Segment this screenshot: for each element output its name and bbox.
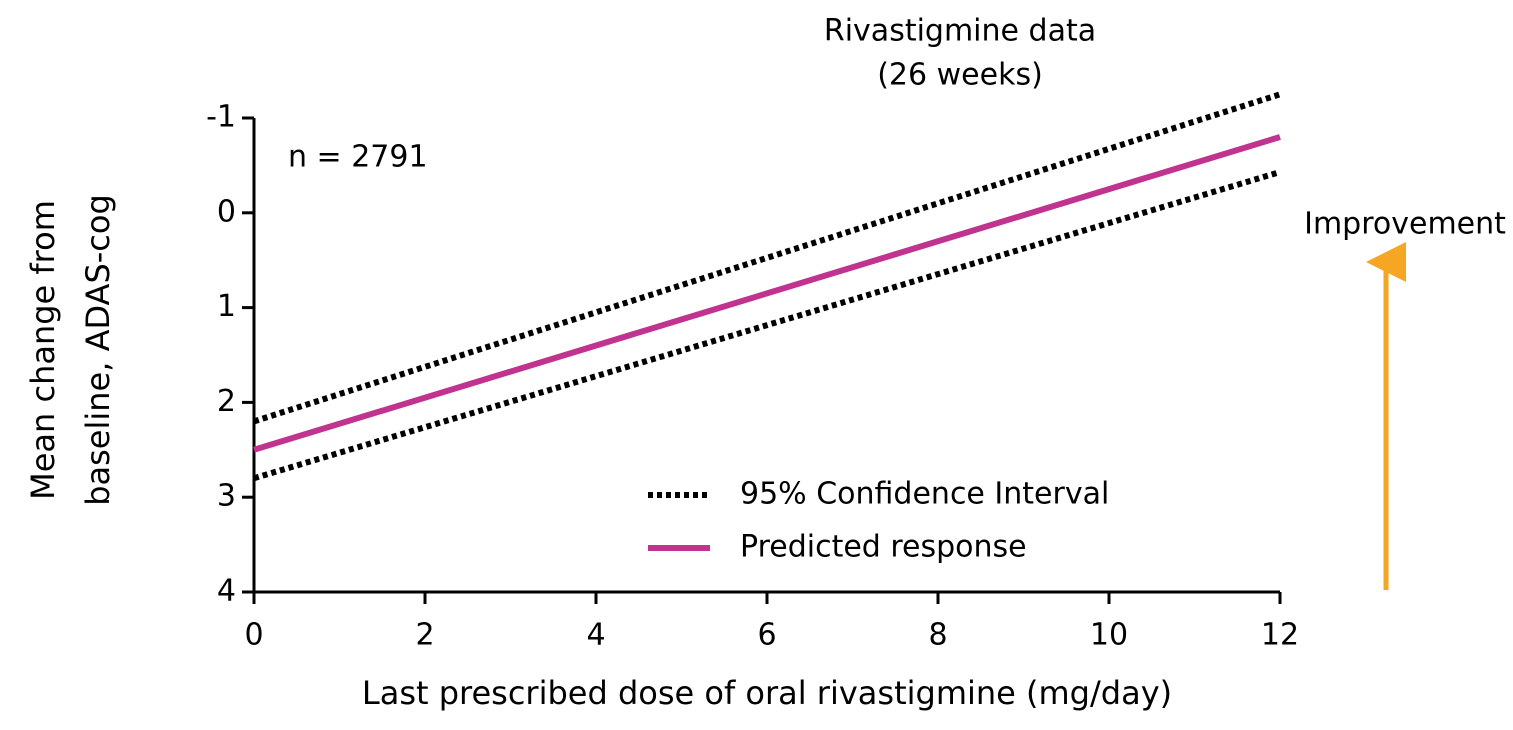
ci-line bbox=[253, 169, 1281, 482]
legend-label: 95% Confidence Interval bbox=[740, 477, 1109, 512]
y-tick-label: 3 bbox=[217, 479, 236, 514]
annotation: Improvement bbox=[1304, 207, 1506, 242]
legend-label: Predicted response bbox=[740, 530, 1027, 565]
x-tick-label: 2 bbox=[415, 618, 434, 653]
x-tick-label: 8 bbox=[928, 618, 947, 653]
x-tick-label: 4 bbox=[586, 618, 605, 653]
y-tick-label: 1 bbox=[217, 289, 236, 324]
chart-title: Rivastigmine data bbox=[824, 14, 1096, 49]
x-tick-label: 6 bbox=[757, 618, 776, 653]
y-tick-label: 2 bbox=[217, 384, 236, 419]
line bbox=[253, 134, 1281, 453]
y-axis-label: Mean change from bbox=[24, 200, 62, 500]
y-tick-label: 4 bbox=[217, 574, 236, 609]
chart-subtitle: (26 weeks) bbox=[877, 58, 1043, 93]
annotation: n = 2791 bbox=[288, 140, 428, 175]
y-axis-label: baseline, ADAS-cog bbox=[79, 194, 117, 506]
x-axis-label: Last prescribed dose of oral rivastigmin… bbox=[362, 674, 1172, 712]
x-tick-label: 0 bbox=[244, 618, 263, 653]
x-tick-label: 10 bbox=[1090, 618, 1128, 653]
y-tick-label: 0 bbox=[217, 194, 236, 229]
x-tick-label: 12 bbox=[1261, 618, 1299, 653]
y-tick-label: -1 bbox=[206, 100, 236, 135]
